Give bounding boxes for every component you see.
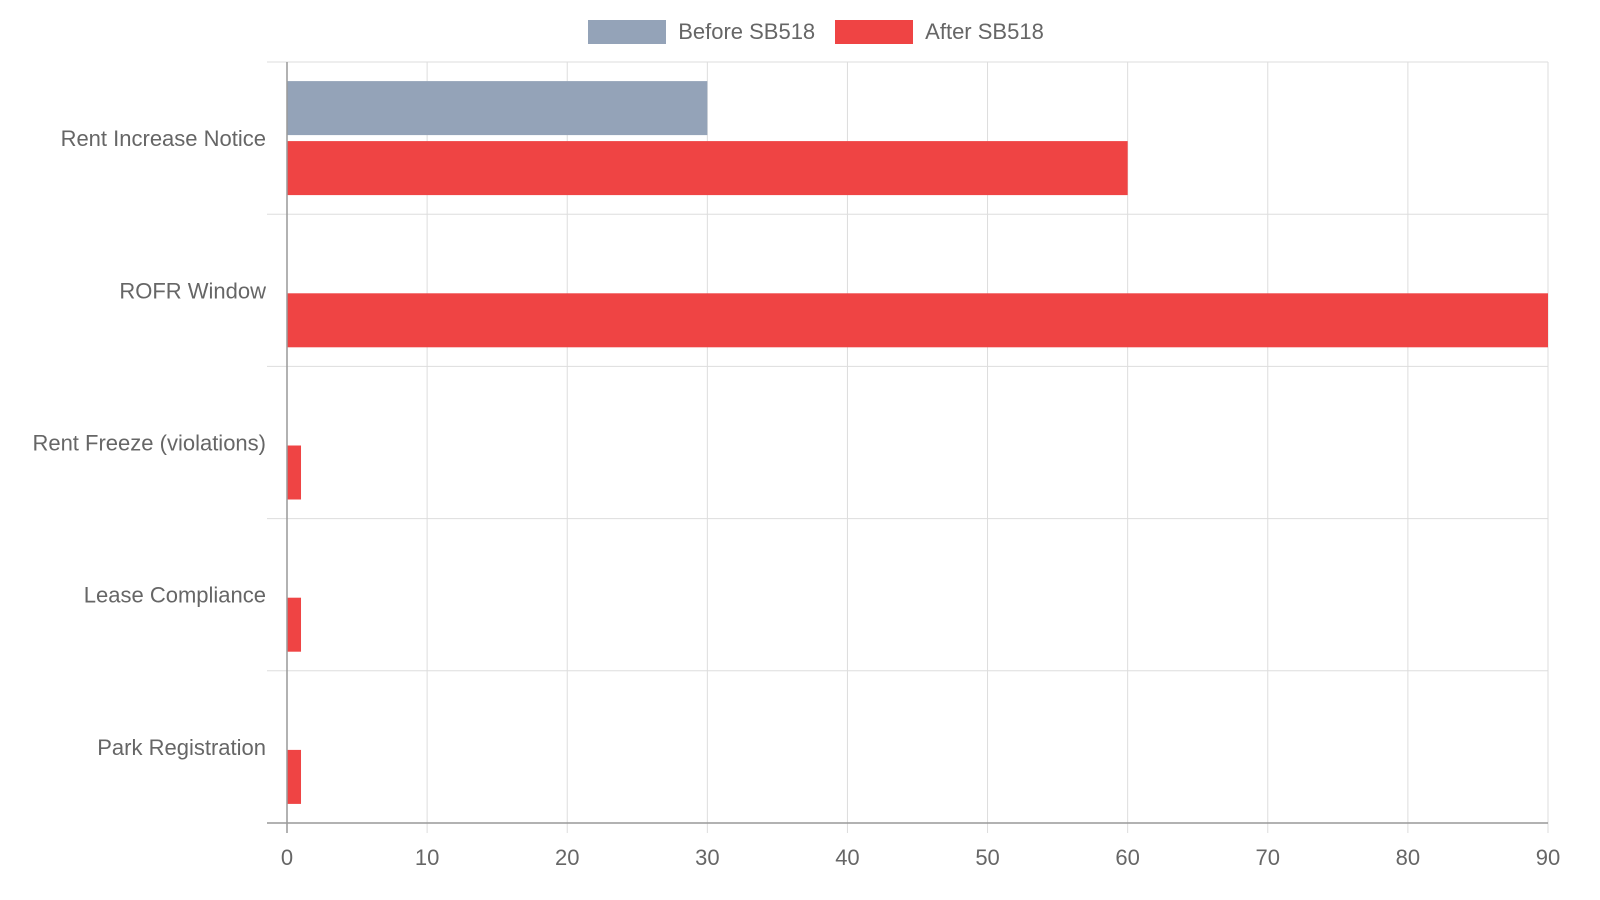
x-tick-label: 80 (1396, 845, 1420, 870)
chart-legend: Before SB518 After SB518 (0, 18, 1600, 46)
legend-item-after[interactable]: After SB518 (835, 19, 1044, 45)
bar-after[interactable] (287, 293, 1548, 348)
x-tick-label: 60 (1115, 845, 1139, 870)
bar-before[interactable] (287, 81, 708, 136)
y-tick-label: ROFR Window (119, 278, 266, 303)
y-tick-label: Rent Increase Notice (61, 126, 266, 151)
x-tick-label: 70 (1256, 845, 1280, 870)
x-tick-label: 30 (695, 845, 719, 870)
bar-after[interactable] (287, 749, 302, 804)
legend-swatch-after (835, 20, 914, 44)
y-tick-label: Rent Freeze (violations) (32, 431, 266, 456)
x-tick-label: 0 (281, 845, 293, 870)
x-tick-label: 40 (835, 845, 859, 870)
legend-label-before: Before SB518 (678, 19, 816, 44)
legend-item-before[interactable]: Before SB518 (588, 19, 815, 45)
bar-after[interactable] (287, 141, 1128, 196)
bar-after[interactable] (287, 445, 302, 500)
x-tick-label: 90 (1536, 845, 1560, 870)
bar-after[interactable] (287, 597, 302, 652)
x-tick-label: 50 (975, 845, 999, 870)
x-tick-label: 10 (415, 845, 439, 870)
legend-label-after: After SB518 (925, 19, 1044, 44)
y-tick-label: Lease Compliance (84, 583, 266, 608)
x-tick-label: 20 (555, 845, 579, 870)
y-tick-label: Park Registration (97, 735, 266, 760)
legend-swatch-before (588, 20, 667, 44)
